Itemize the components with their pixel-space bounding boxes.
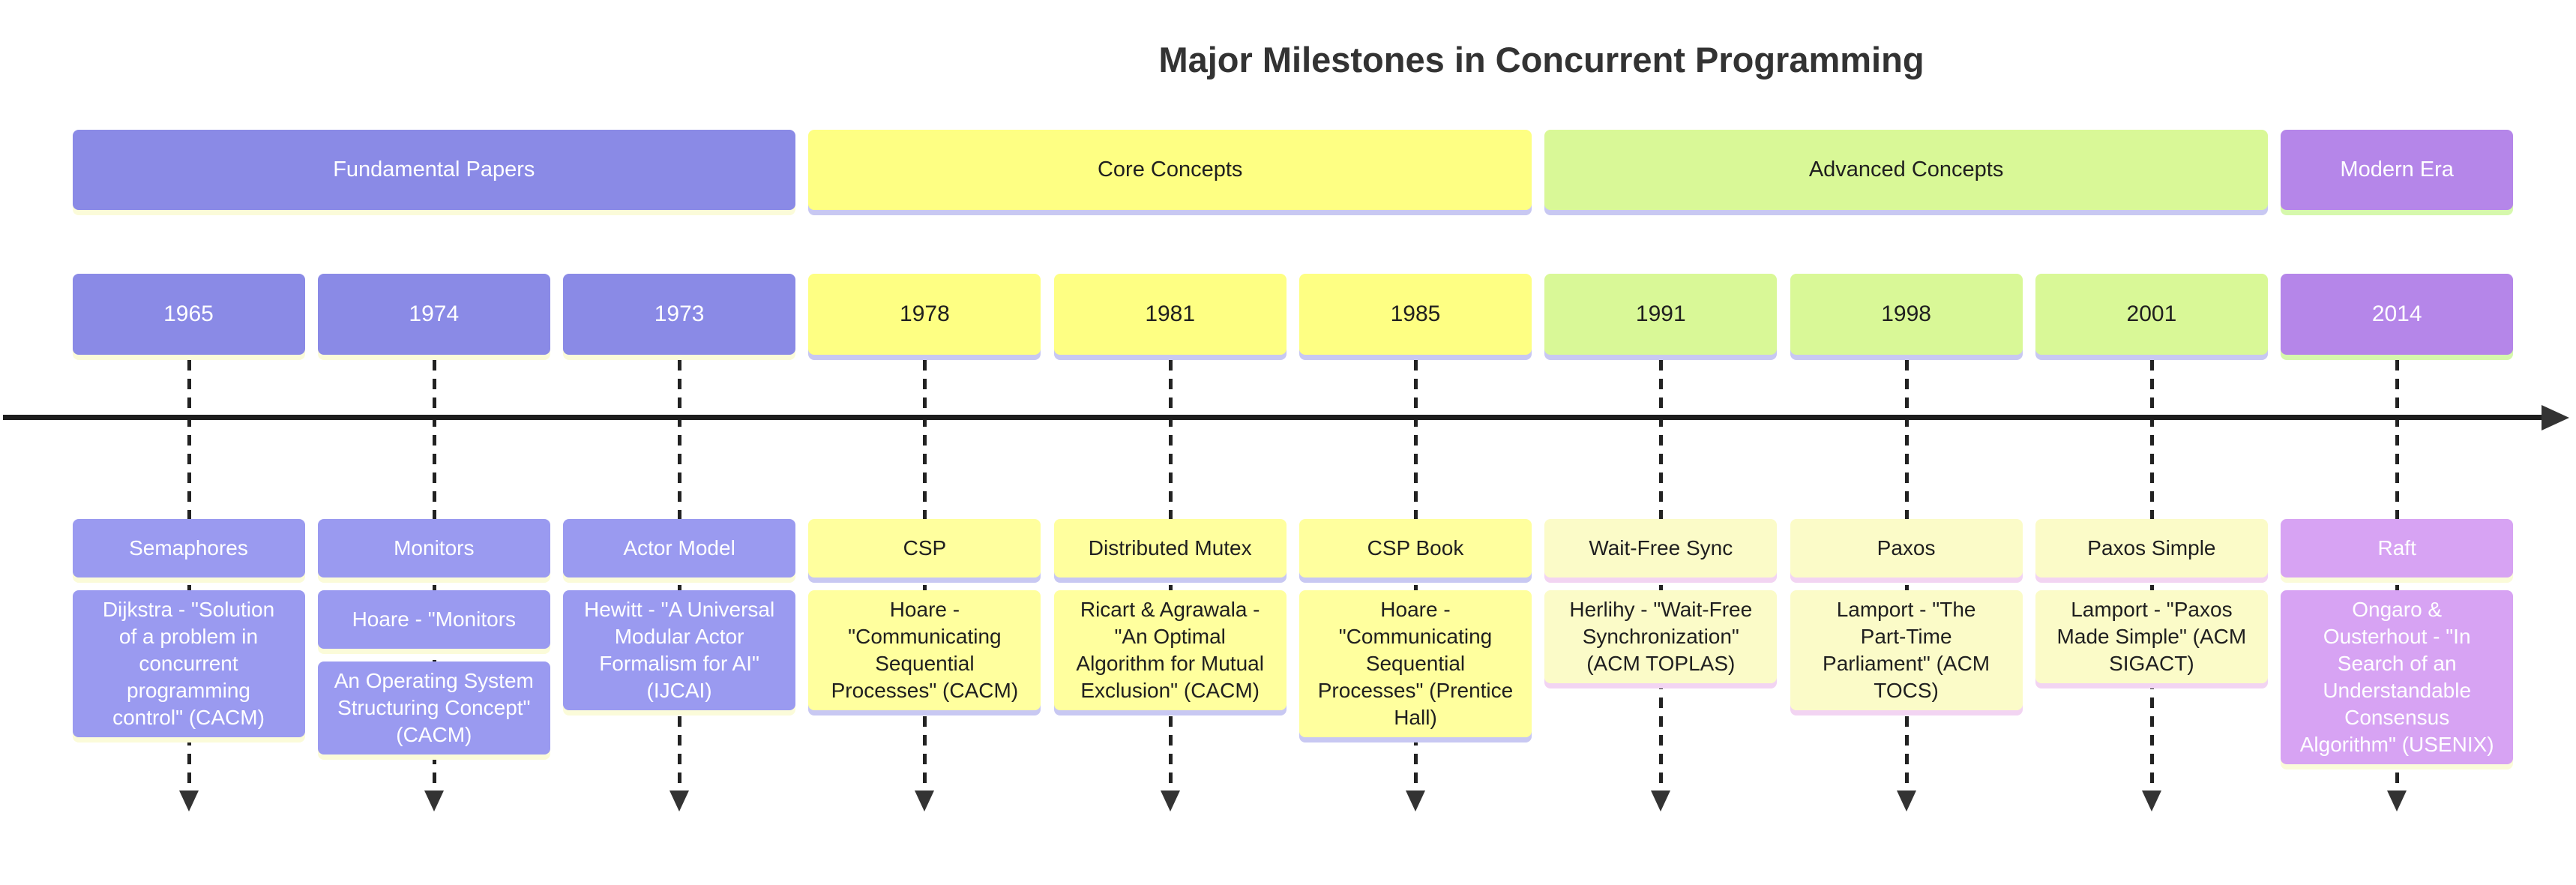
timeline-column: 1978 CSP Hoare - "Communicating Sequentia… bbox=[808, 0, 1041, 885]
timeline-column: 1998 Paxos Lamport - "The Part-Time Parli… bbox=[1790, 0, 2023, 885]
timeline-column: 1981 Distributed Mutex Ricart & Agrawala … bbox=[1053, 0, 1287, 885]
event-box: Ricart & Agrawala - "An Optimal Algorith… bbox=[1053, 590, 1287, 710]
event-box: Lamport - "The Part-Time Parliament" (AC… bbox=[1790, 590, 2023, 710]
event-list: Paxos Simple Lamport - "Paxos Made Simple… bbox=[2035, 519, 2268, 683]
event-box: Dijkstra - "Solution of a problem in con… bbox=[72, 590, 305, 737]
event-box: Hoare - "Communicating Sequential Proces… bbox=[808, 590, 1041, 710]
event-box: Actor Model bbox=[563, 519, 796, 578]
event-box: Monitors bbox=[317, 519, 550, 578]
timeline-column: 1991 Wait-Free Sync Herlihy - "Wait-Free … bbox=[1544, 0, 1778, 885]
year-box: 1998 bbox=[1790, 274, 2023, 355]
year-box: 2001 bbox=[2035, 274, 2268, 355]
connector-arrowhead-icon bbox=[1651, 790, 1671, 812]
year-box: 1965 bbox=[72, 274, 305, 355]
event-list: Wait-Free Sync Herlihy - "Wait-Free Synch… bbox=[1544, 519, 1778, 683]
event-list: CSP Book Hoare - "Communicating Sequentia… bbox=[1299, 519, 1532, 737]
year-box: 1985 bbox=[1299, 274, 1532, 355]
event-box: CSP bbox=[808, 519, 1041, 578]
year-box: 2014 bbox=[2281, 274, 2514, 355]
section-label: Modern Era bbox=[2340, 158, 2454, 182]
year-box: 1973 bbox=[563, 274, 796, 355]
timeline-column: 1985 CSP Book Hoare - "Communicating Sequ… bbox=[1299, 0, 1532, 885]
event-box: Herlihy - "Wait-Free Synchronization" (A… bbox=[1544, 590, 1778, 683]
connector-arrowhead-icon bbox=[915, 790, 935, 812]
event-box: An Operating System Structuring Concept"… bbox=[317, 662, 550, 754]
section-band: Advanced Concepts bbox=[1544, 130, 2268, 210]
event-box: CSP Book bbox=[1299, 519, 1532, 578]
event-box: Paxos bbox=[1790, 519, 2023, 578]
year-box: 1991 bbox=[1544, 274, 1778, 355]
event-box: Ongaro & Ousterhout - "In Search of an U… bbox=[2281, 590, 2514, 764]
section-band: Modern Era bbox=[2281, 130, 2514, 210]
connector-arrowhead-icon bbox=[2387, 790, 2407, 812]
event-box: Hoare - "Communicating Sequential Proces… bbox=[1299, 590, 1532, 737]
event-box: Wait-Free Sync bbox=[1544, 519, 1778, 578]
event-list: Paxos Lamport - "The Part-Time Parliament… bbox=[1790, 519, 2023, 710]
connector-arrowhead-icon bbox=[1406, 790, 1425, 812]
section-band: Core Concepts bbox=[808, 130, 1532, 210]
connector-arrowhead-icon bbox=[1160, 790, 1180, 812]
timeline-axis-arrowhead-icon bbox=[2542, 405, 2569, 430]
timeline-column: 2001 Paxos Simple Lamport - "Paxos Made S… bbox=[2035, 0, 2268, 885]
section-label: Fundamental Papers bbox=[333, 158, 535, 182]
event-list: Monitors Hoare - "Monitors An Operating Sy… bbox=[317, 519, 550, 754]
event-list: Raft Ongaro & Ousterhout - "In Search of … bbox=[2281, 519, 2514, 764]
event-box: Hoare - "Monitors bbox=[317, 590, 550, 649]
timeline-column: 1973 Actor Model Hewitt - "A Universal Mo… bbox=[563, 0, 796, 885]
event-box: Lamport - "Paxos Made Simple" (ACM SIGAC… bbox=[2035, 590, 2268, 683]
event-box: Raft bbox=[2281, 519, 2514, 578]
event-box: Hewitt - "A Universal Modular Actor Form… bbox=[563, 590, 796, 710]
connector-arrowhead-icon bbox=[424, 790, 444, 812]
event-box: Paxos Simple bbox=[2035, 519, 2268, 578]
connector-arrowhead-icon bbox=[2141, 790, 2161, 812]
timeline-column: 2014 Raft Ongaro & Ousterhout - "In Searc… bbox=[2281, 0, 2514, 885]
timeline-column: 1965 Semaphores Dijkstra - "Solution of a… bbox=[72, 0, 305, 885]
year-box: 1978 bbox=[808, 274, 1041, 355]
year-box: 1981 bbox=[1053, 274, 1287, 355]
section-label: Core Concepts bbox=[1097, 158, 1243, 182]
connector-arrowhead-icon bbox=[669, 790, 690, 812]
section-band: Fundamental Papers bbox=[72, 130, 796, 210]
event-list: Distributed Mutex Ricart & Agrawala - "An… bbox=[1053, 519, 1287, 710]
timeline-column: 1974 Monitors Hoare - "Monitors An Operati… bbox=[317, 0, 550, 885]
section-label: Advanced Concepts bbox=[1808, 158, 2004, 182]
year-box: 1974 bbox=[317, 274, 550, 355]
event-list: Actor Model Hewitt - "A Universal Modular… bbox=[563, 519, 796, 710]
event-list: Semaphores Dijkstra - "Solution of a prob… bbox=[72, 519, 305, 737]
diagram-title: Major Milestones in Concurrent Programmi… bbox=[1158, 40, 1925, 80]
connector-arrowhead-icon bbox=[1896, 790, 1916, 812]
event-box: Distributed Mutex bbox=[1053, 519, 1287, 578]
timeline-axis bbox=[3, 415, 2542, 420]
event-box: Semaphores bbox=[72, 519, 305, 578]
event-list: CSP Hoare - "Communicating Sequential Pro… bbox=[808, 519, 1041, 710]
connector-arrowhead-icon bbox=[178, 790, 199, 812]
